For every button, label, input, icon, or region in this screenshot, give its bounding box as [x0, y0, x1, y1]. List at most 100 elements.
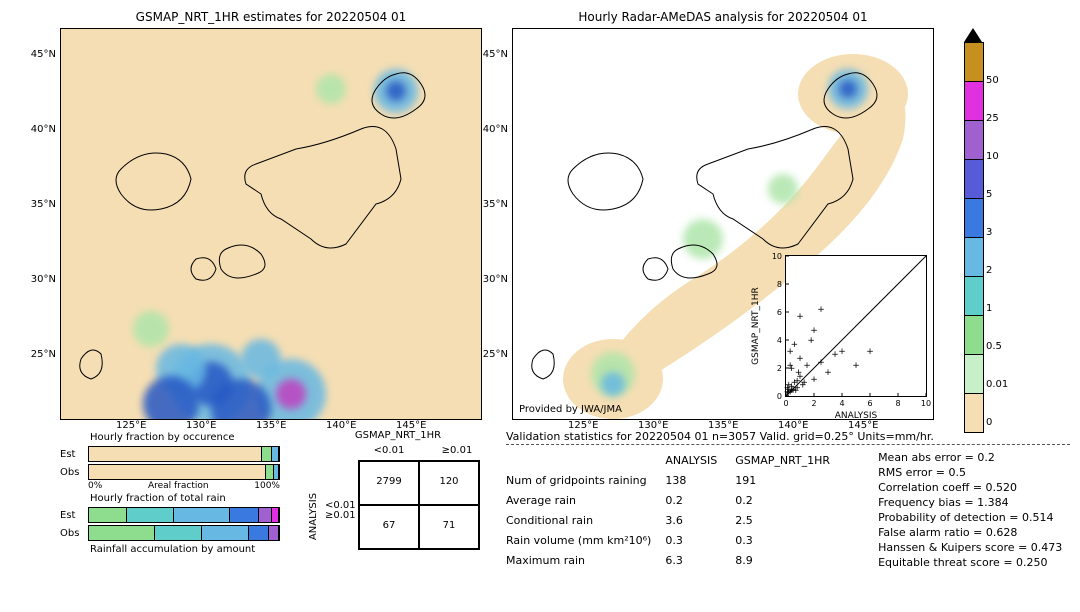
svg-text:4: 4: [777, 336, 782, 345]
stats-cell: 6.3: [665, 550, 735, 570]
colorbar-seg: [964, 42, 984, 82]
svg-text:+: +: [810, 326, 818, 336]
svg-text:0: 0: [783, 399, 788, 408]
svg-text:10: 10: [772, 252, 782, 261]
ytick-label: 45°N: [483, 49, 508, 60]
axis-0: 0%: [88, 481, 102, 491]
svg-text:+: +: [796, 312, 804, 322]
provided-by: Provided by JWA/JMA: [519, 404, 622, 415]
metric-line: Probability of detection = 0.514: [878, 510, 1062, 525]
stats-cell: 191: [735, 470, 848, 490]
tot-est-bar: [88, 507, 280, 523]
map-left: [60, 28, 482, 420]
svg-text:8: 8: [777, 280, 782, 289]
frac-seg: [155, 526, 202, 540]
stats-cell: 138: [665, 470, 735, 490]
axis-mid: Areal fraction: [148, 481, 209, 491]
frac-seg: [262, 447, 272, 461]
est-label: Est: [60, 449, 84, 460]
colorbar-seg: [964, 199, 984, 238]
svg-text:GSMAP_NRT_1HR: GSMAP_NRT_1HR: [751, 287, 761, 365]
svg-text:8: 8: [895, 399, 900, 408]
ytick-label: 25°N: [31, 349, 56, 360]
ytick-label: 40°N: [483, 124, 508, 135]
xtick-label: 125°E: [116, 420, 146, 431]
ct-col0: <0.01: [355, 441, 423, 460]
colorbar-seg: [964, 277, 984, 316]
svg-text:2: 2: [777, 364, 782, 373]
frac-seg: [249, 526, 269, 540]
frac-seg: [89, 508, 127, 522]
colorbar-seg: [964, 121, 984, 160]
obs-label: Obs: [60, 467, 84, 478]
colorbar-label: 3: [986, 227, 992, 238]
ct-row1: ≥0.01: [325, 510, 355, 521]
svg-text:+: +: [784, 388, 792, 398]
metric-line: False alarm ratio = 0.628: [878, 525, 1062, 540]
occ-est-bar: [88, 446, 280, 462]
map-right-title: Hourly Radar-AMeDAS analysis for 2022050…: [512, 10, 934, 24]
map-left-panel: GSMAP_NRT_1HR estimates for 20220504 01 …: [60, 10, 482, 422]
metric-line: Equitable threat score = 0.250: [878, 555, 1062, 570]
frac-seg: [174, 508, 230, 522]
bottom-row: Hourly fraction by occurence Est Obs 0%A…: [10, 430, 1070, 570]
ytick-label: 30°N: [483, 274, 508, 285]
stats-cell: 8.9: [735, 550, 848, 570]
xtick-label: 130°E: [638, 420, 668, 431]
svg-text:+: +: [796, 354, 804, 364]
colorbar-triangle: [964, 28, 982, 42]
frac-seg: [274, 465, 279, 479]
metric-line: Frequency bias = 1.384: [878, 495, 1062, 510]
colorbar: 50251053210.50.010: [964, 28, 1024, 422]
svg-text:6: 6: [867, 399, 872, 408]
frac-seg: [272, 447, 279, 461]
svg-text:+: +: [824, 368, 832, 378]
svg-text:2: 2: [811, 399, 816, 408]
colorbar-label: 1: [986, 303, 992, 314]
svg-text:+: +: [786, 361, 794, 371]
colorbar-label: 0: [986, 417, 992, 428]
xtick-label: 135°E: [708, 420, 738, 431]
colorbar-seg: [964, 160, 984, 199]
stats-cell: 0.2: [735, 490, 848, 510]
ct-side-label: ANALYSIS: [308, 493, 319, 540]
map-right: Provided by JWA/JMA ++++++++++++++++++++…: [512, 28, 934, 420]
frac-seg: [269, 526, 279, 540]
ct-11: 71: [419, 505, 479, 549]
ct-grid: 2799 120 67 71: [358, 460, 480, 550]
colorbar-label: 25: [986, 113, 999, 124]
svg-text:10: 10: [921, 399, 931, 408]
stats-cell: 2.5: [735, 510, 848, 530]
xtick-label: 135°E: [256, 420, 286, 431]
stats-cell: Maximum rain: [506, 550, 665, 570]
frac-seg: [89, 465, 266, 479]
occ-obs-bar: [88, 464, 280, 480]
stats-cell: 3.6: [665, 510, 735, 530]
th0: [506, 450, 665, 470]
stats-cell: Average rain: [506, 490, 665, 510]
ct-col1: ≥0.01: [423, 441, 491, 460]
stats-cell: Num of gridpoints raining: [506, 470, 665, 490]
ct-10: 67: [359, 505, 419, 549]
tot-title: Hourly fraction of total rain: [60, 493, 280, 504]
frac-seg: [89, 526, 155, 540]
stats-cell: 0.3: [665, 530, 735, 550]
map-left-title: GSMAP_NRT_1HR estimates for 20220504 01: [60, 10, 482, 24]
svg-text:+: +: [807, 336, 815, 346]
frac-seg: [259, 508, 273, 522]
ct-top-label: GSMAP_NRT_1HR: [305, 430, 491, 441]
svg-text:+: +: [795, 368, 803, 378]
scatter-inset: +++++++++++++++++++++++++++++++++++00224…: [785, 255, 927, 397]
top-row: GSMAP_NRT_1HR estimates for 20220504 01 …: [10, 10, 1070, 422]
ct-00: 2799: [359, 461, 419, 505]
tot-obs-bar: [88, 525, 280, 541]
th2: GSMAP_NRT_1HR: [735, 450, 848, 470]
stats-title: Validation statistics for 20220504 01 n=…: [506, 430, 1070, 443]
ytick-label: 45°N: [31, 49, 56, 60]
stats-cell: 0.2: [665, 490, 735, 510]
svg-text:+: +: [817, 305, 825, 315]
stats-cell: Conditional rain: [506, 510, 665, 530]
colorbar-seg: [964, 238, 984, 277]
svg-text:+: +: [803, 361, 811, 371]
svg-text:+: +: [791, 340, 799, 350]
